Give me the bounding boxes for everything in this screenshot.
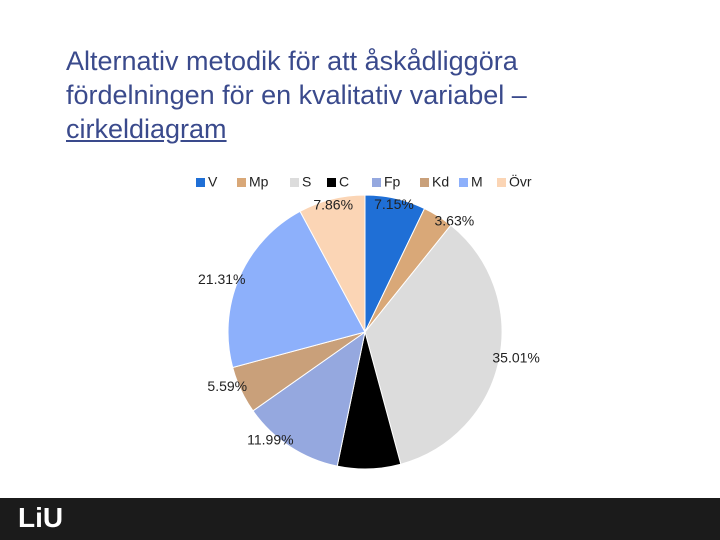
legend-swatch [372, 178, 381, 187]
data-label: 7.86% [313, 197, 353, 213]
legend-swatch [290, 178, 299, 187]
legend-label: Mp [249, 174, 269, 190]
data-label: 35.01% [492, 349, 539, 365]
data-label: 3.63% [434, 213, 474, 229]
legend-label: Fp [384, 174, 401, 190]
legend-label: S [302, 174, 311, 190]
chart: V Mp S C Fp Kd M Övr 7.15% 3.63% 35.01% 11.99% 5.59%… [196, 173, 540, 470]
legend-swatch [497, 178, 506, 187]
data-label: 11.99% [247, 432, 293, 448]
legend-swatch [327, 178, 336, 187]
legend-label: Övr [509, 173, 532, 190]
title-text: Alternativ metodik för att åskådliggöra … [66, 46, 527, 110]
legend-swatch [237, 178, 246, 187]
legend-label: C [339, 174, 349, 190]
legend-swatch [459, 178, 468, 187]
title-link[interactable]: cirkeldiagram [66, 114, 227, 144]
pie-slice [299, 194, 366, 333]
pie-slice [252, 330, 366, 467]
data-label: 5.59% [207, 378, 247, 394]
slide-title: Alternativ metodik för att åskådliggöra … [66, 44, 666, 146]
pie-slice [364, 224, 503, 465]
data-label: 7.15% [374, 196, 414, 212]
pie-slice [227, 210, 366, 369]
legend-label: V [208, 174, 218, 190]
legend-label: Kd [432, 174, 449, 190]
logo: LiU [18, 502, 64, 533]
footer: LiU [0, 498, 720, 540]
data-label: 21.31% [198, 271, 245, 287]
legend-label: M [471, 174, 483, 190]
legend-swatch [196, 178, 205, 187]
legend-swatch [420, 178, 429, 187]
